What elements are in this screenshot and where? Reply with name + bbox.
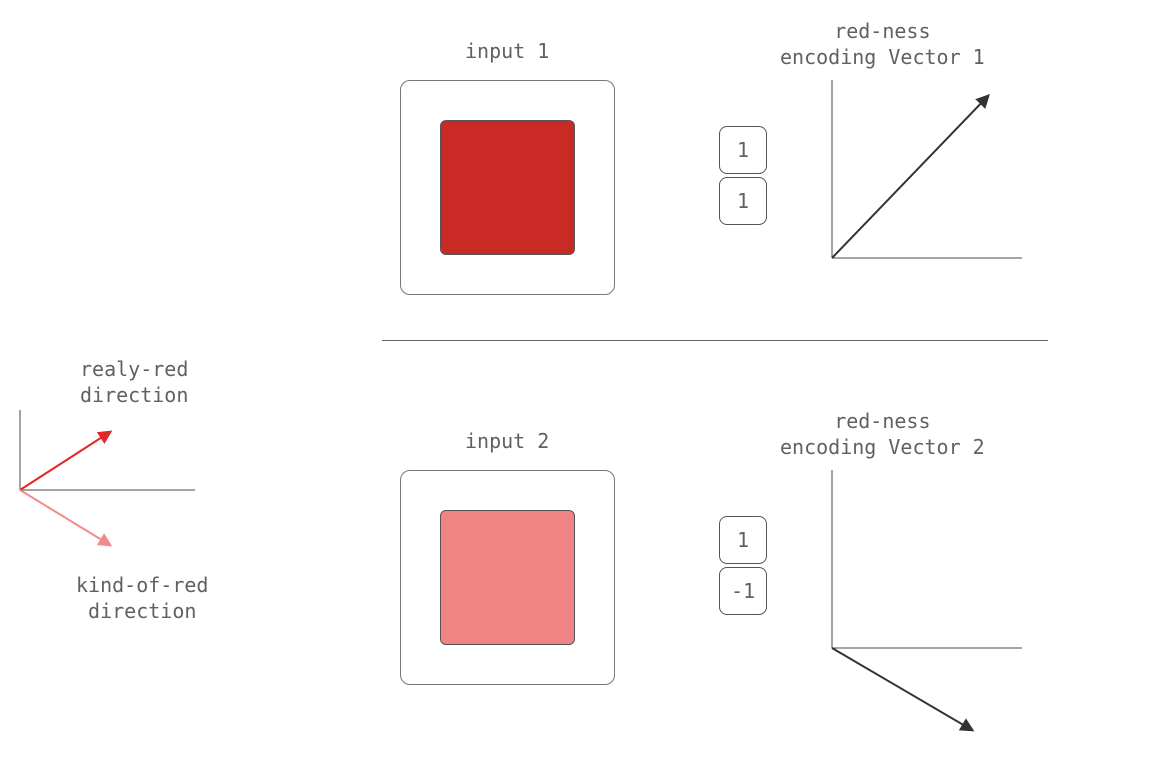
plot2 — [0, 0, 1160, 768]
plot2-vector-arrow — [832, 648, 972, 730]
